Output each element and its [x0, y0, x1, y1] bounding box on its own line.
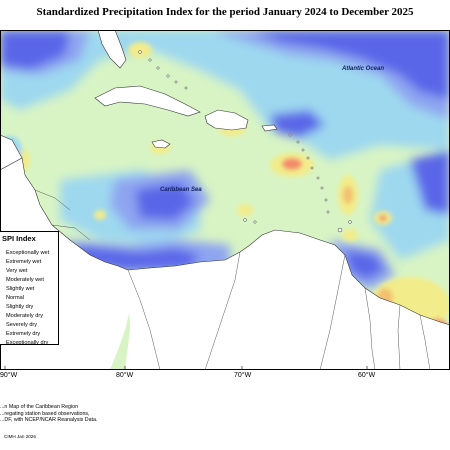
legend-item: Extremely dry	[1, 329, 49, 338]
spi-zone-slightly-dry-aruba	[237, 204, 253, 216]
florida	[98, 30, 126, 68]
spi-zone-exceptionally-wet-pr	[270, 110, 325, 138]
hispaniola	[205, 110, 248, 130]
legend-item-label: Extremely wet	[6, 258, 42, 265]
cuba	[95, 86, 200, 116]
credit-line-1: ...n Map of the Caribbean Region	[0, 404, 79, 410]
legend-item-label: Moderately dry	[6, 312, 43, 319]
lon-label-90w: 90°W	[0, 372, 18, 379]
credit-text: ...n Map of the Caribbean Region ...rega…	[0, 404, 97, 424]
legend-item: Moderately wet	[1, 275, 49, 284]
legend-item-label: Exceptionally dry	[6, 339, 49, 346]
legend-item: Normal	[1, 293, 49, 302]
legend-item: Slightly wet	[1, 284, 49, 293]
legend-item-label: Moderately wet	[6, 276, 44, 283]
spi-map: Atlantic Ocean Caribbean Sea	[0, 30, 450, 370]
landmasses	[0, 30, 450, 370]
legend-item: Extremely wet	[1, 257, 49, 266]
spi-zone-exceptionally-wet-caribbean	[135, 182, 195, 220]
spi-zone-severely-dry-tobago	[379, 215, 387, 221]
country-borders	[34, 189, 431, 370]
credit-line-2: ...regating station based observations,	[0, 410, 90, 417]
issuer-stamp: CIMH Jan 2026	[4, 434, 36, 439]
spi-zone-severely-dry-lesser-antilles	[282, 158, 302, 170]
spi-zone-exceptionally-wet-gulf	[0, 30, 70, 70]
lon-label-70w: 70°W	[234, 372, 252, 379]
credit-line-3: ...DF, with NCEP/NCAR Reanalysis Data.	[0, 417, 98, 424]
legend-item: Slightly dry	[1, 302, 49, 311]
legend-item-label: Normal	[6, 294, 25, 301]
small-islands	[138, 50, 352, 233]
legend-item-label: Extremely dry	[6, 330, 41, 337]
lon-label-60w: 60°W	[358, 372, 376, 379]
legend-item: Very wet	[1, 266, 49, 275]
spi-zone-exceptionally-wet-atlantic	[250, 30, 450, 100]
legend-item-label: Slightly wet	[6, 285, 35, 292]
legend-list: Exceptionally wet Extremely wet Very wet Mo…	[1, 248, 49, 347]
legend-item-label: Exceptionally wet	[6, 249, 50, 256]
legend-title: SPI Index	[2, 234, 36, 243]
legend-item: Exceptionally wet	[1, 248, 49, 257]
atlantic-ocean-label: Atlantic Ocean	[341, 66, 384, 72]
spi-zone-exceptionally-wet-guyana	[345, 250, 385, 280]
legend-item-label: Severely dry	[6, 321, 38, 328]
spi-map-canvas: Atlantic Ocean Caribbean Sea	[0, 30, 450, 370]
legend-item: Moderately dry	[1, 311, 49, 320]
legend-item: Severely dry	[1, 320, 49, 329]
spi-legend: SPI Index Exceptionally wet Extremely wet…	[0, 231, 59, 347]
lon-label-80w: 80°W	[116, 372, 134, 379]
spi-zone-exceptionally-wet-east	[410, 150, 450, 215]
spi-zone-slightly-dry-bahamas	[128, 42, 152, 58]
spi-zone-moderately-dry-windward	[343, 186, 353, 204]
legend-item-label: Very wet	[6, 267, 28, 274]
legend-item: Exceptionally dry	[1, 338, 49, 347]
spi-zone-slightly-dry-trinidad	[342, 229, 358, 241]
caribbean-sea-label: Caribbean Sea	[160, 187, 202, 193]
legend-item-label: Slightly dry	[6, 303, 34, 310]
spi-zone-slightly-dry-panama	[94, 210, 106, 220]
spi-zone-moderately-wet	[0, 30, 450, 160]
yucatan	[0, 135, 22, 170]
south-america	[125, 230, 450, 370]
map-title: Standardized Precipitation Index for the…	[36, 6, 414, 18]
